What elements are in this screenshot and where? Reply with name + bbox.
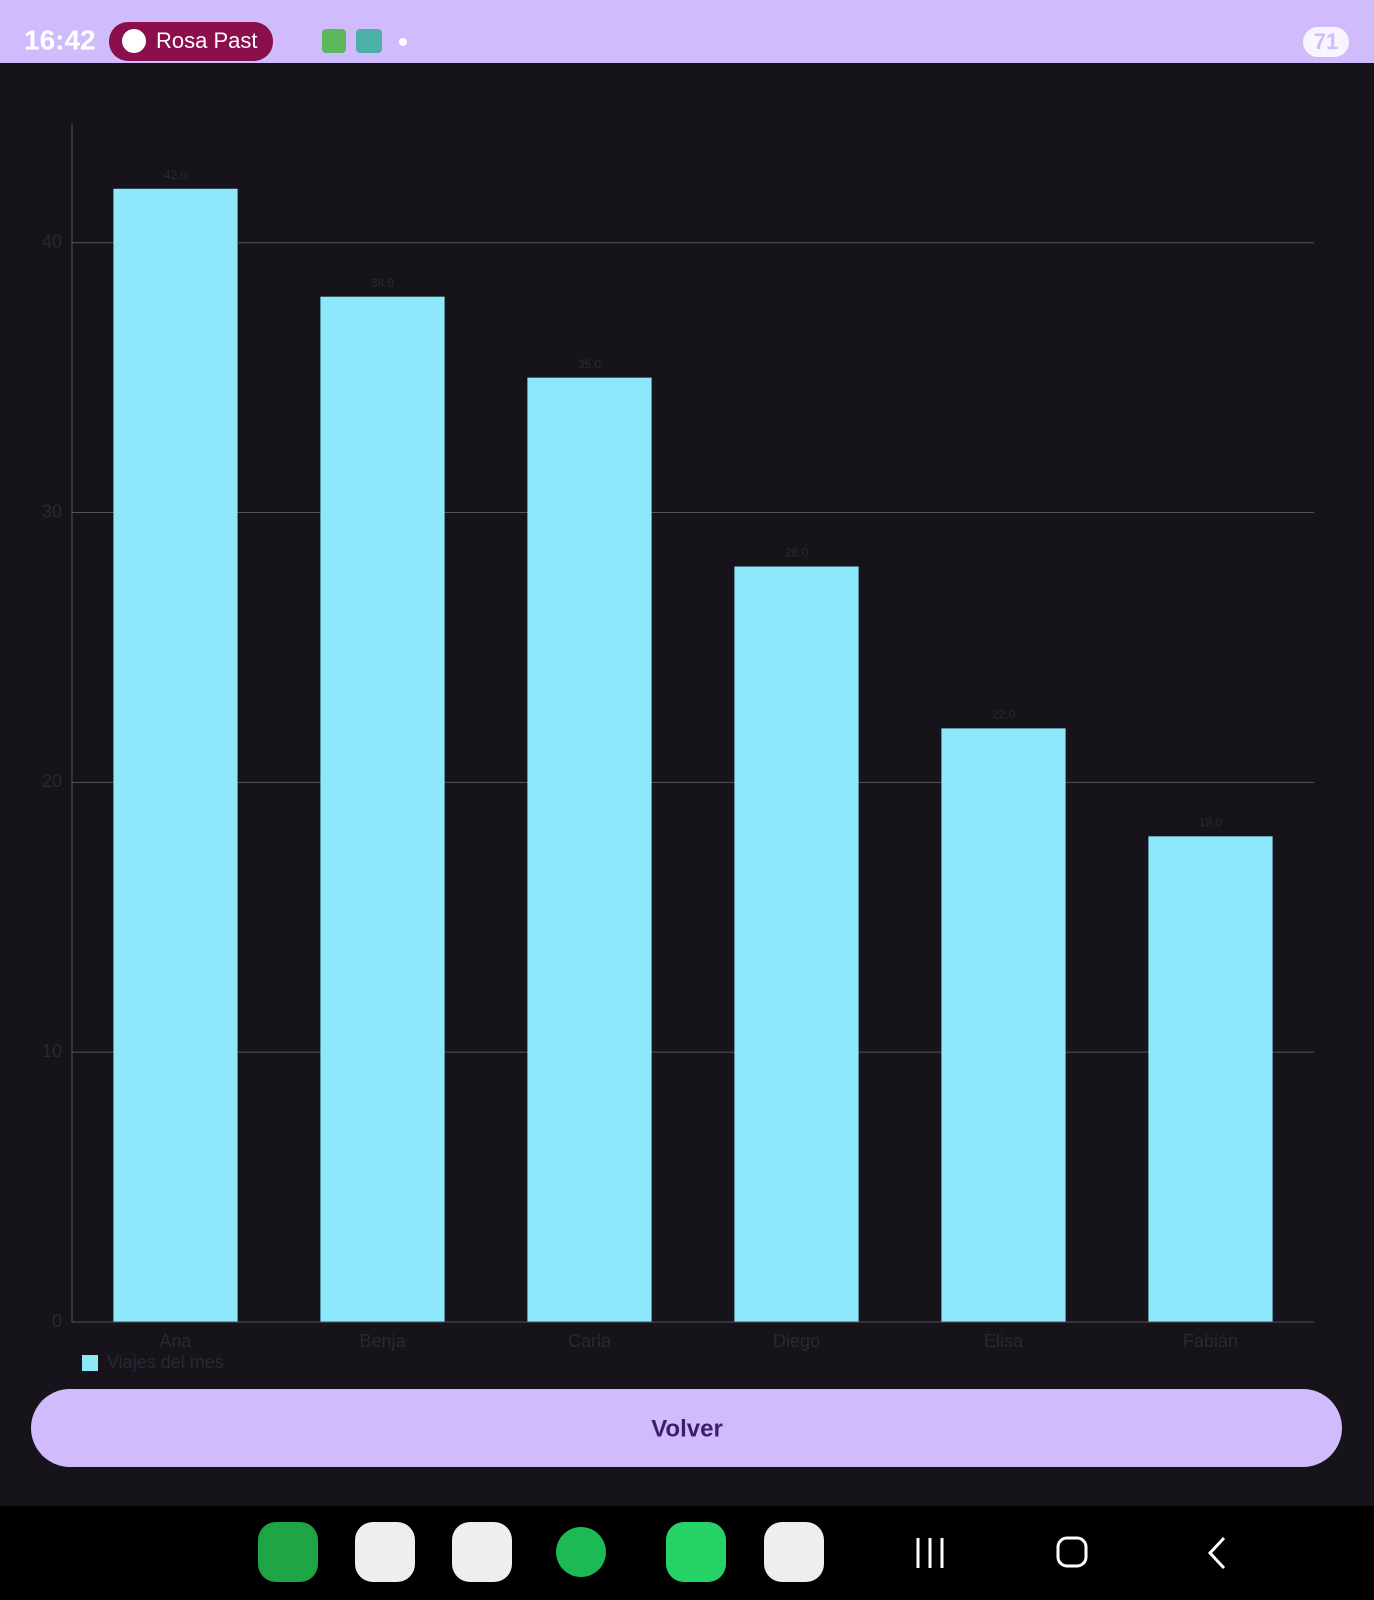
app-phone[interactable]: [258, 1522, 318, 1582]
chart: 0 10 20 30 40 Ana Benja Carla Diego Elisa Fabián 42…: [42, 124, 1314, 1372]
spotify-icon: [122, 29, 146, 53]
nav-back[interactable]: [1207, 1536, 1226, 1570]
legend-label: Viajes del mes: [107, 1352, 224, 1372]
app-maps[interactable]: [355, 1522, 415, 1582]
notification-icon: [322, 29, 346, 53]
notification-dot: [399, 38, 407, 46]
value-label: 28.0: [785, 546, 809, 560]
value-label: 35.0: [578, 357, 602, 371]
notification-icon: [356, 29, 382, 53]
app-spotify[interactable]: [556, 1527, 606, 1577]
y-tick-label: 30: [42, 501, 62, 521]
x-tick-label: Diego: [773, 1331, 820, 1351]
bar: [1148, 836, 1273, 1322]
value-label: 38.0: [371, 276, 395, 290]
x-tick-label: Ana: [159, 1331, 192, 1351]
app-gmail[interactable]: [452, 1522, 512, 1582]
y-tick-label: 0: [52, 1311, 62, 1331]
y-tick-label: 40: [42, 231, 62, 251]
x-tick-label: Elisa: [984, 1331, 1024, 1351]
x-tick-label: Fabián: [1183, 1331, 1238, 1351]
bar: [941, 728, 1066, 1322]
media-title: Rosa Past: [156, 28, 258, 53]
bar: [527, 377, 652, 1323]
value-label: 18.0: [1199, 815, 1223, 829]
app-whatsapp[interactable]: [666, 1522, 726, 1582]
bar: [734, 566, 859, 1322]
y-tick-label: 10: [42, 1041, 62, 1061]
nav-recents[interactable]: [916, 1538, 944, 1568]
value-label: 22.0: [992, 708, 1016, 722]
battery-level: 71: [1314, 29, 1338, 54]
x-tick-label: Carla: [568, 1331, 612, 1351]
battery: [1303, 27, 1349, 57]
back-button[interactable]: [31, 1389, 1342, 1467]
status-time: 16:42: [24, 24, 96, 55]
y-tick-label: 20: [42, 771, 62, 791]
app-teams[interactable]: [764, 1522, 824, 1582]
back-button-label[interactable]: Volver: [651, 1415, 723, 1442]
x-tick-label: Benja: [359, 1331, 406, 1351]
bar: [320, 296, 445, 1322]
value-label: 42.0: [164, 168, 188, 182]
media-pill[interactable]: [109, 22, 273, 61]
nav-home[interactable]: [1056, 1536, 1088, 1568]
legend-swatch: [82, 1355, 98, 1371]
bar: [113, 188, 238, 1323]
